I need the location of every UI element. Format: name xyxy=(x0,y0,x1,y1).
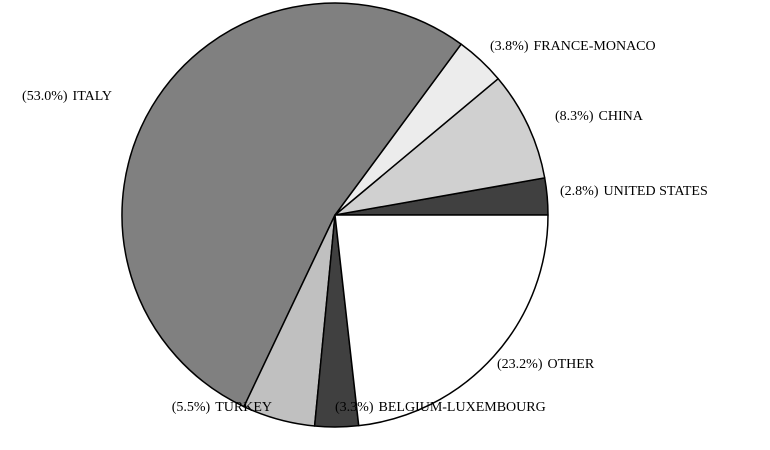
slice-category-label: CHINA xyxy=(599,109,644,124)
slice-label: (5.5%) TURKEY xyxy=(172,400,272,415)
pie-slice xyxy=(334,214,549,427)
slice-label: (3.8%) FRANCE-MONACO xyxy=(490,39,656,54)
slice-value-label: (23.2%) xyxy=(497,357,543,372)
slice-label: (23.2%) OTHER xyxy=(497,357,595,372)
slice-value-label: (5.5%) xyxy=(172,400,211,415)
slice-category-label: ITALY xyxy=(73,89,112,104)
slice-label: (8.3%) CHINA xyxy=(555,109,644,124)
slice-category-label: TURKEY xyxy=(215,400,272,415)
pie-slice xyxy=(121,2,462,408)
slice-label: (53.0%) ITALY xyxy=(22,89,112,104)
slice-value-label: (2.8%) xyxy=(560,184,599,199)
slice-value-label: (3.3%) xyxy=(335,400,374,415)
slice-category-label: BELGIUM-LUXEMBOURG xyxy=(379,400,546,415)
slice-label: (3.3%) BELGIUM-LUXEMBOURG xyxy=(335,400,546,415)
slice-value-label: (3.8%) xyxy=(490,39,529,54)
slice-value-label: (8.3%) xyxy=(555,109,594,124)
slice-category-label: OTHER xyxy=(548,357,595,372)
slice-value-label: (53.0%) xyxy=(22,89,68,104)
slice-category-label: FRANCE-MONACO xyxy=(534,39,656,54)
slice-label: (2.8%) UNITED STATES xyxy=(560,184,708,199)
pie-slice xyxy=(334,77,546,216)
slice-category-label: UNITED STATES xyxy=(604,184,708,199)
